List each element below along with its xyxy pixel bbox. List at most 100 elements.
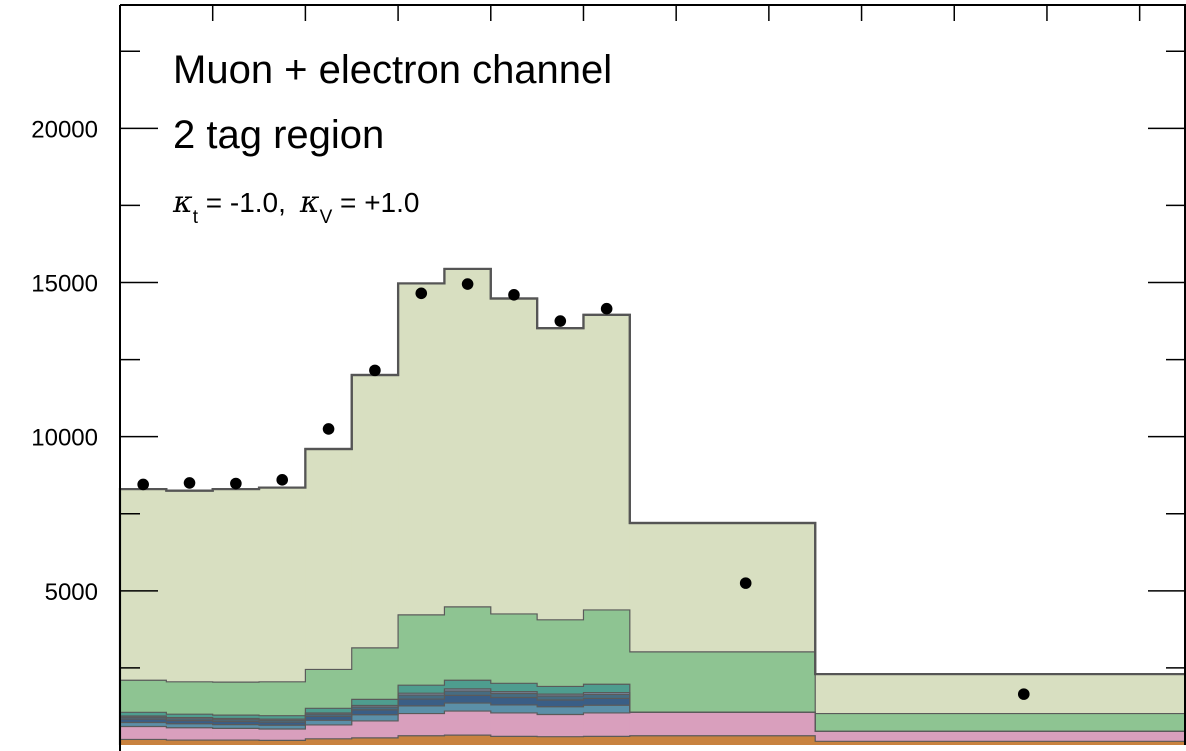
stack-bar [166, 727, 214, 741]
stack-boundary-line [120, 694, 1186, 733]
stack-bar [212, 721, 260, 725]
stack-bar [537, 699, 584, 707]
stack-bar [351, 714, 399, 721]
stack-bar [398, 283, 445, 615]
stack-component-1 [120, 735, 1186, 745]
stack-bar [259, 722, 306, 726]
stack-bar [259, 487, 306, 682]
stack-bar [815, 741, 1186, 745]
stack-bar [305, 724, 353, 739]
stack-bar [212, 724, 260, 729]
stacked-histogram [118, 267, 1186, 745]
data-point [322, 423, 335, 435]
stack-boundary-line [120, 702, 1186, 733]
data-point [369, 364, 381, 377]
stack-bar [166, 717, 214, 719]
stack-bar [166, 740, 214, 745]
stack-bar [259, 715, 306, 720]
stack-bar [166, 720, 214, 724]
kappa-v-value: = +1.0 [332, 187, 419, 218]
stack-boundary-line [120, 690, 1186, 733]
stack-bar [444, 268, 492, 607]
stack-bar [259, 728, 306, 741]
stack-boundary-line [120, 606, 1186, 715]
stack-bar [537, 706, 584, 715]
annotations: Muon + electron channel 2 tag region κt … [172, 48, 612, 228]
stack-bar [259, 681, 306, 716]
stack-bar [305, 714, 353, 717]
data-point [1017, 688, 1030, 700]
stack-bar [351, 737, 399, 745]
data-point [739, 577, 752, 589]
stack-bar [537, 619, 584, 687]
stack-bar [351, 709, 399, 715]
stack-bar [212, 489, 260, 683]
stack-bar [351, 699, 399, 706]
stack-bar [537, 328, 584, 620]
y-tick-label: 20000 [31, 116, 98, 143]
stack-bar [583, 705, 631, 713]
stack-bar [629, 651, 816, 713]
stack-bar [212, 715, 260, 719]
stack-bar [351, 375, 399, 648]
stack-bar [583, 694, 631, 699]
stack-bar [166, 718, 214, 721]
stack-bar [305, 449, 353, 670]
stack-bar [490, 298, 538, 614]
stack-bar [398, 705, 445, 714]
stack-bar [259, 725, 306, 729]
stack-bar [120, 489, 167, 681]
stack-bar [629, 735, 816, 745]
stack-bar [490, 693, 538, 698]
stack-bar [629, 523, 816, 652]
stack-bar [120, 712, 167, 717]
kappa-t-symbol: κ [172, 185, 193, 220]
stack-bar [444, 711, 492, 736]
stack-bar [537, 695, 584, 700]
stack-bar [305, 712, 353, 715]
data-point [183, 477, 196, 489]
data-point [600, 302, 613, 315]
data-point [276, 474, 289, 486]
stack-bar [351, 705, 399, 708]
stack-bar [212, 718, 260, 720]
stack-component-9 [120, 268, 1186, 714]
stack-bar [490, 704, 538, 713]
stack-bar [444, 680, 492, 689]
stack-bar [490, 736, 538, 745]
stack-bar [212, 740, 260, 745]
stack-bar [120, 722, 167, 727]
stack-bar [120, 739, 167, 745]
stack-bar [583, 684, 631, 693]
stack-bar [398, 695, 445, 700]
stack-bar [398, 735, 445, 745]
stack-bar [583, 692, 631, 695]
total-outline-steps [118, 267, 1186, 745]
kappa-t-value: = -1.0, [198, 187, 286, 218]
stack-component-6 [120, 688, 631, 721]
stack-bar [444, 703, 492, 712]
stack-bar [537, 694, 584, 696]
stack-bar [305, 708, 353, 713]
stack-bar [166, 681, 214, 715]
stack-bar [120, 719, 167, 723]
stack-bar [166, 723, 214, 728]
stack-boundary-line [120, 688, 1186, 733]
stack-bar [490, 613, 538, 684]
stack-bar [583, 736, 631, 745]
y-tick-label: 10000 [31, 425, 98, 452]
stack-bar [351, 720, 399, 738]
stack-bar [351, 707, 399, 710]
stack-bar [259, 719, 306, 721]
kappa-v-subscript: V [320, 207, 333, 228]
stack-component-8 [120, 606, 1186, 732]
y-tick-label: 5000 [45, 579, 98, 606]
stack-bar [583, 712, 631, 737]
data-point [230, 477, 242, 490]
data-points [137, 278, 1030, 700]
stack-bar [166, 714, 214, 718]
data-point [461, 278, 474, 290]
stack-bar [537, 736, 584, 745]
stack-bar [444, 688, 492, 692]
